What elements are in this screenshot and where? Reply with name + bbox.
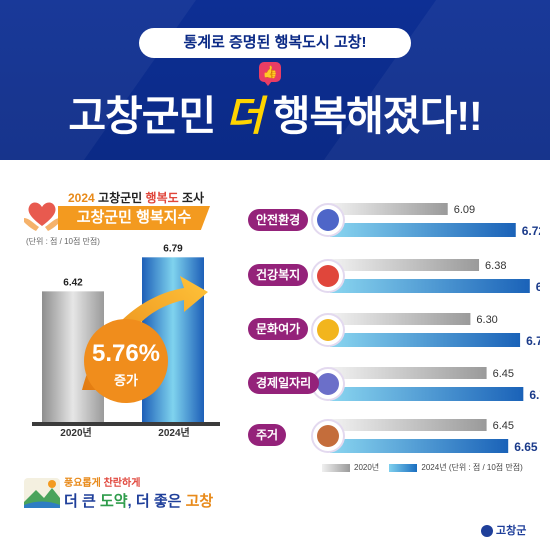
bar-2024 — [330, 279, 530, 293]
globe-hands-icon — [311, 203, 345, 237]
value-2024: 6.76 — [526, 334, 540, 348]
value-2020: 6.09 — [454, 204, 475, 216]
index-title-banner: 고창군민 행복지수 — [58, 206, 210, 230]
survey-year: 2024 — [68, 191, 95, 205]
value-2020: 6.45 — [493, 368, 514, 380]
legend-swatch-2024 — [389, 463, 418, 472]
bar-2024 — [330, 439, 509, 453]
value-2024: 6.79 — [529, 388, 540, 402]
headline-before: 고창군민 — [68, 93, 226, 139]
slogan-small: 풍요롭게 찬란하게 — [64, 474, 140, 489]
value-2024: 6.65 — [514, 440, 538, 454]
slogan-small-1: 풍요롭게 — [64, 478, 104, 489]
survey-end: 조사 — [178, 191, 205, 205]
bar-2020 — [330, 313, 471, 325]
slogan-main-1: 더 큰 — [64, 493, 100, 510]
slogan: 풍요롭게 찬란하게 더 큰 도약, 더 좋은 고창 — [22, 472, 222, 516]
value-2024: 6.85 — [536, 280, 540, 294]
slogan-main-2: 도약 — [99, 493, 128, 510]
headline-emphasis: 더 — [225, 93, 264, 139]
thumbs-up-icon: 👍 — [259, 62, 281, 86]
bar-2020 — [330, 259, 480, 271]
slogan-main: 더 큰 도약, 더 좋은 고창 — [64, 490, 213, 511]
growth-value: 5.76% — [91, 340, 161, 367]
bar-2024 — [330, 223, 516, 237]
county-emblem-icon — [481, 525, 493, 538]
happiness-index-chart: 6.42 6.79 — [32, 243, 220, 426]
headline-after: 행복해졌다!! — [262, 93, 483, 139]
first-aid-kit-icon — [311, 259, 345, 293]
growth-circle — [84, 319, 168, 403]
category-label: 문화여가 — [248, 318, 309, 340]
icon-fill — [317, 319, 339, 341]
bar-2020 — [330, 203, 448, 215]
heart-hands-icon — [24, 202, 60, 231]
category-label: 건강복지 — [248, 264, 309, 286]
bar-2024 — [330, 333, 521, 347]
bar-value-label: 6.42 — [63, 277, 83, 288]
bar-2024 — [330, 387, 524, 401]
survey-mid: 고창군민 — [94, 191, 146, 205]
slogan-main-3: , 더 좋은 — [127, 493, 186, 510]
legend-label-2024: 2024년 — [421, 463, 447, 472]
bar-2020 — [330, 419, 487, 431]
legend-unit: (단위 : 점 / 10점 만점) — [448, 463, 523, 472]
icon-fill — [317, 373, 339, 395]
category-comparison-chart: 6.096.726.386.856.306.766.456.796.456.65 — [311, 203, 540, 454]
survey-title: 2024 고창군민 행복도 조사 — [68, 189, 204, 206]
legend: 2020년 2024년 (단위 : 점 / 10점 만점) — [322, 462, 523, 473]
book-icon — [311, 313, 345, 347]
x-tick-label: 2020년 — [60, 428, 92, 439]
growth-callout: 5.76% 증가 — [86, 340, 166, 389]
headline: 고창군민 더 행복해졌다!! — [0, 82, 550, 142]
header-pill: 통계로 증명된 행복도시 고창! — [139, 28, 411, 58]
x-tick-label: 2024년 — [158, 428, 190, 439]
county-logo: 고창군 — [481, 522, 526, 538]
category-label: 안전환경 — [248, 209, 309, 231]
bar-2020 — [330, 367, 487, 379]
legend-label-2020: 2020년 — [354, 463, 380, 472]
value-2020: 6.30 — [476, 314, 497, 326]
slogan-main-4: 고창 — [185, 493, 214, 510]
landscape-emblem-icon — [24, 478, 60, 508]
icon-fill — [317, 425, 339, 447]
house-icon — [311, 419, 345, 453]
county-name: 고창군 — [496, 525, 527, 537]
header-banner: 통계로 증명된 행복도시 고창! 👍 고창군민 더 행복해졌다!! — [0, 0, 550, 160]
document-pen-icon — [311, 367, 345, 401]
category-label: 경제일자리 — [248, 372, 320, 394]
growth-label: 증가 — [114, 373, 138, 388]
slogan-small-2: 찬란하게 — [103, 478, 141, 489]
legend-swatch-2020 — [322, 463, 350, 472]
baseline — [32, 422, 220, 426]
value-2020: 6.38 — [485, 260, 506, 272]
bar-value-label: 6.79 — [163, 243, 183, 254]
value-2020: 6.45 — [493, 420, 514, 432]
left-unit-label: (단위 : 점 / 10점 만점) — [26, 237, 100, 246]
survey-highlight: 행복도 — [145, 191, 179, 205]
icon-fill — [317, 265, 339, 287]
category-label: 주거 — [248, 424, 287, 446]
icon-fill — [317, 209, 339, 231]
value-2024: 6.72 — [522, 224, 540, 238]
